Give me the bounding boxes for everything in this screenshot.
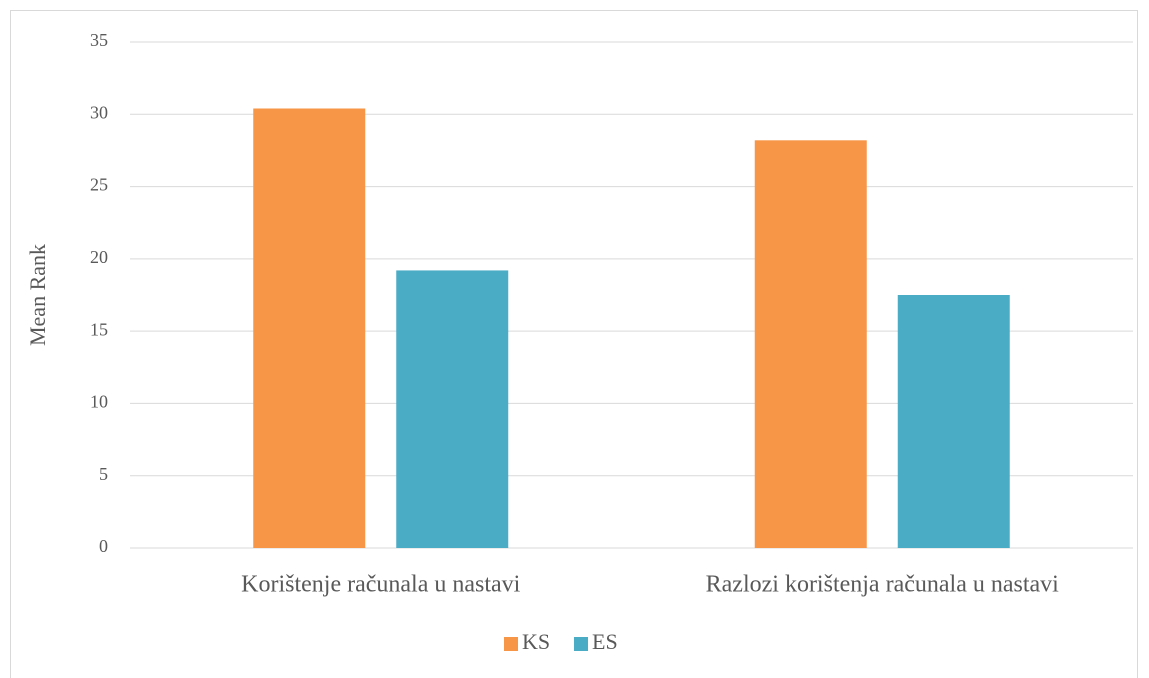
legend-label: ES [592, 629, 618, 654]
y-tick-label: 25 [90, 175, 108, 195]
x-tick-label: Korištenje računala u nastavi [241, 572, 521, 598]
y-tick-label: 0 [99, 536, 108, 556]
y-tick-label: 10 [90, 392, 108, 412]
y-tick-label: 15 [90, 319, 108, 339]
bar [897, 295, 1010, 548]
y-tick-label: 20 [90, 247, 108, 267]
bar [396, 270, 509, 548]
chart-border [10, 10, 1138, 678]
y-axis-title: Mean Rank [25, 244, 50, 346]
legend-swatch [574, 637, 588, 651]
y-tick-label: 5 [99, 464, 108, 484]
bar [253, 108, 366, 548]
legend-swatch [504, 637, 518, 651]
y-tick-label: 35 [90, 30, 108, 50]
y-tick-label: 30 [90, 102, 108, 122]
bar [754, 140, 867, 548]
x-tick-label: Razlozi korištenja računala u nastavi [706, 572, 1060, 598]
legend-label: KS [522, 629, 550, 654]
